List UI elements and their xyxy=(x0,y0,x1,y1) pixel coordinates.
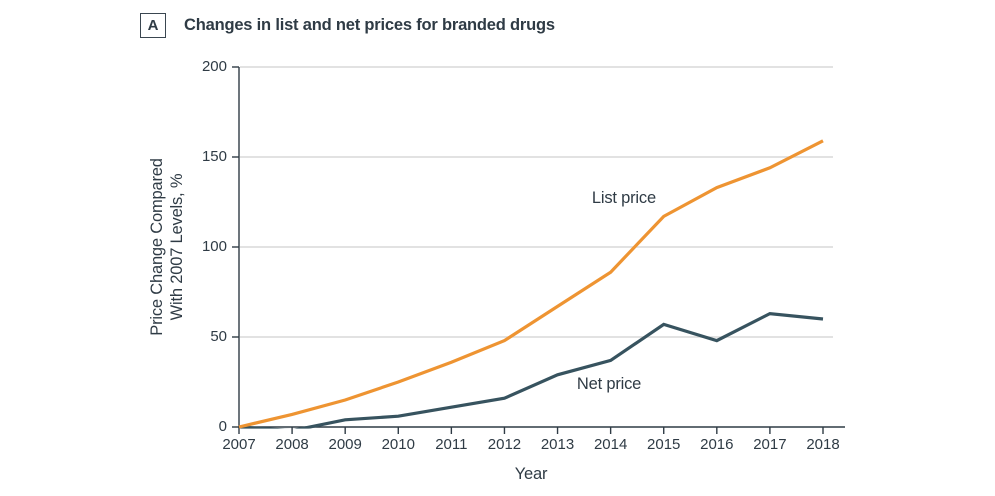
x-axis-title: Year xyxy=(514,465,548,483)
x-tick-label: 2008 xyxy=(275,436,309,453)
y-tick-label: 50 xyxy=(210,328,227,345)
panel-letter-badge: A xyxy=(140,13,166,38)
y-axis-title-line1: Price Change Compared xyxy=(147,158,166,336)
x-tick-label: 2014 xyxy=(593,436,628,453)
x-tick-label: 2016 xyxy=(700,436,734,453)
panel-title: Changes in list and net prices for brand… xyxy=(184,16,555,34)
panel-letter: A xyxy=(147,17,159,34)
x-tick-label: 2010 xyxy=(381,436,415,453)
x-tick-label: 2011 xyxy=(435,436,468,453)
x-tick-label: 2007 xyxy=(222,436,256,453)
net-price-label: Net price xyxy=(576,374,642,393)
y-tick-label: 200 xyxy=(201,58,227,75)
x-tick-label: 2018 xyxy=(806,436,840,453)
x-tick-label: 2009 xyxy=(328,436,362,453)
y-tick-label: 100 xyxy=(201,238,227,255)
y-tick-label: 150 xyxy=(201,148,227,165)
x-tick-label: 2017 xyxy=(753,436,787,453)
x-tick-label: 2015 xyxy=(647,436,681,453)
list-price-label: List price xyxy=(591,189,656,208)
y-tick-label: 0 xyxy=(218,418,227,435)
x-tick-label: 2013 xyxy=(540,436,575,453)
x-tick-label: 2012 xyxy=(487,436,522,453)
